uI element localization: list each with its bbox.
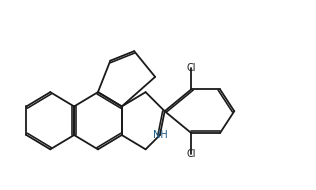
Text: NH: NH [153,130,167,140]
Text: Cl: Cl [187,63,196,73]
Text: Cl: Cl [187,149,196,159]
